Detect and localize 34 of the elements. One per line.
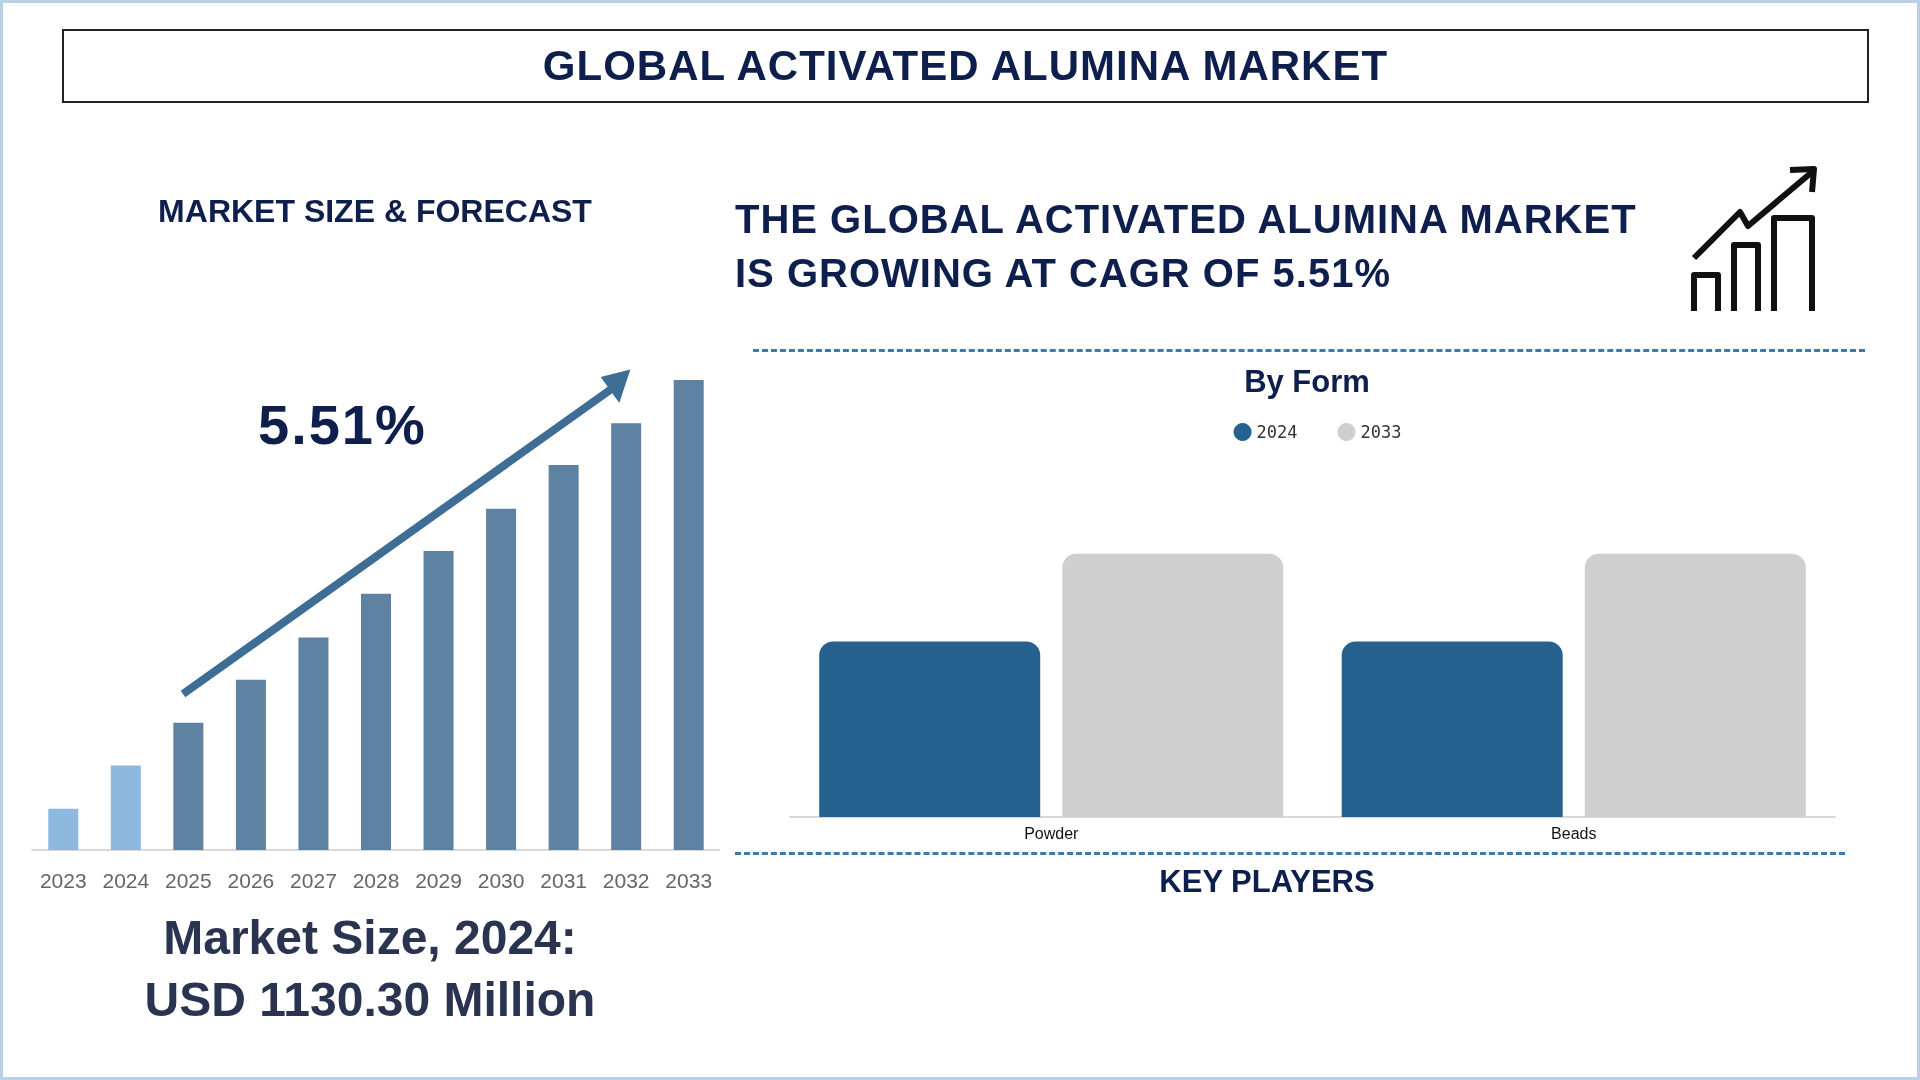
bar (611, 423, 642, 850)
bar (486, 508, 517, 850)
text: THE GLOBAL ACTIVATED ALUMINA MARKET IS GROWING AT CAGR OF 5.51% (735, 196, 1638, 297)
x-tick-label: 2027 (290, 869, 337, 892)
x-tick-label: 2030 (477, 869, 525, 892)
bar (673, 380, 704, 850)
annotation: 5.51% (258, 392, 427, 457)
x-tick-label: 2032 (602, 869, 650, 892)
bar (548, 465, 579, 850)
text: GLOBAL ACTIVATED ALUMINA MARKET (542, 42, 1389, 90)
legend-label: 2033 (1360, 422, 1402, 442)
text: Market Size, 2024: (162, 910, 578, 965)
text: KEY PLAYERS (1158, 864, 1376, 900)
x-tick-label: 2026 (227, 869, 275, 892)
bar (423, 551, 454, 850)
x-tick-label: 2028 (352, 869, 400, 892)
x-tick-label: 2023 (39, 869, 87, 892)
bar (110, 765, 141, 850)
x-tick-label: 2031 (540, 869, 587, 892)
x-tick-label: 2033 (665, 869, 713, 892)
chart-title: By Form (1243, 364, 1371, 400)
x-tick-label: 2024 (102, 869, 150, 892)
bar (361, 593, 391, 850)
x-tick-label: Beads (1551, 824, 1597, 842)
bar (235, 679, 266, 850)
x-tick-label: Powder (1024, 824, 1080, 842)
x-tick-label: 2029 (415, 869, 462, 892)
x-tick-label: 2025 (165, 869, 212, 892)
legend-label: 2024 (1256, 422, 1298, 442)
bar (48, 808, 79, 850)
text: USD 1130.30 Million (143, 972, 597, 1027)
bar (298, 637, 329, 850)
chart-subtitle: MARKET SIZE & FORECAST (158, 193, 592, 229)
bar (173, 722, 204, 850)
